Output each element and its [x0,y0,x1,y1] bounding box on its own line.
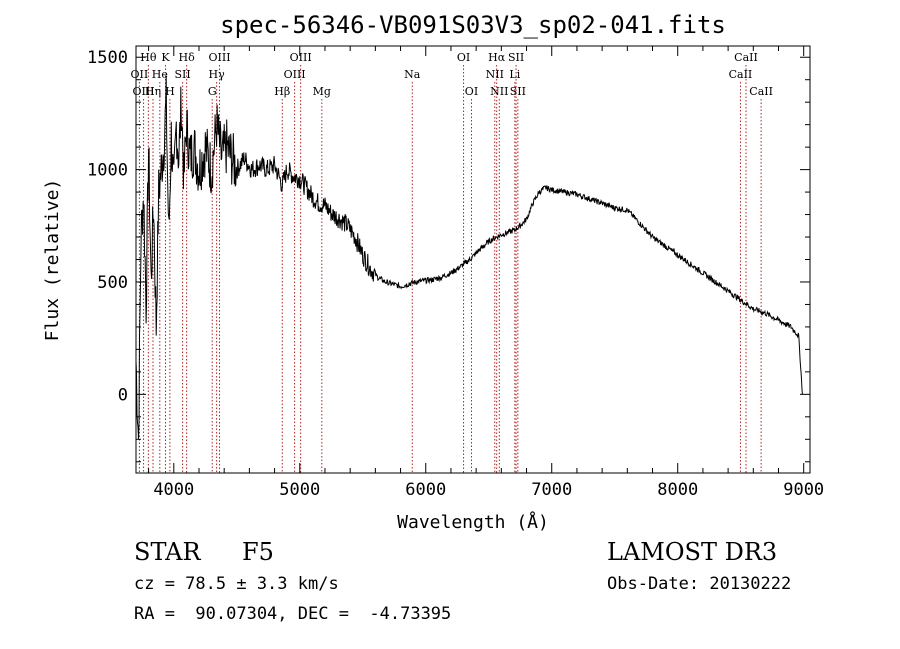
y-tick-label-0: 0 [118,385,128,405]
x-tick-label-4: 8000 [657,480,698,500]
line-label-10: Hγ [209,68,226,81]
line-label-27: CaII [749,85,773,98]
line-label-3: He [152,68,168,81]
obs-date: Obs-Date: 20130222 [607,574,792,594]
line-label-14: Hβ [274,85,290,98]
object-subclass: F5 [242,538,274,566]
x-tick-label-0: 4000 [153,480,194,500]
line-label-5: K [161,51,170,64]
coordinates: RA = 90.07304, DEC = -4.73395 [134,604,452,624]
y-axis-label: Flux (relative) [42,179,63,342]
line-label-1: OII [131,68,149,81]
line-label-6: SII [174,68,190,81]
survey-name: LAMOST DR3 [607,538,778,566]
line-label-13: OIII [284,68,306,81]
line-label-18: OI [465,85,478,98]
flux-series-line [135,75,803,439]
x-axis-label: Wavelength (Å) [397,511,549,533]
emission-lines-layer: Hθ OII OIII He Hη K SII H Hδ OIII Hγ G OIII OIII Hβ Mg N… [131,51,773,473]
plot-frame [135,45,811,474]
line-label-19: Hα [488,51,506,64]
x-tick-label-5: 9000 [783,480,824,500]
line-label-25: CaII [734,51,758,64]
chart-title: spec-56346-VB091S03V3_sp02-041.fits [220,11,726,39]
line-label-4: Hη [145,85,161,98]
line-label-0: Hθ [140,51,157,64]
axes-layer: 4000 5000 6000 7000 8000 9000 0 500 1000 1500 [87,46,824,500]
y-tick-label-1: 500 [97,273,128,293]
line-label-20: NII [486,68,504,81]
line-label-11: G [208,85,217,98]
line-label-9: OIII [208,51,230,64]
line-label-22: SII [508,51,524,64]
line-label-26: CaII [729,68,753,81]
line-label-12: OIII [290,51,312,64]
line-label-15: Mg [313,85,331,98]
line-label-17: OI [457,51,470,64]
line-label-7: H [165,85,175,98]
y-tick-label-2: 1000 [87,161,128,181]
object-type: STAR [134,538,201,566]
line-label-24: SII [510,85,526,98]
line-label-21: NII [490,85,508,98]
line-label-16: Na [404,68,421,81]
series-layer [135,75,803,439]
line-label-23: Li [509,68,520,81]
x-tick-label-3: 7000 [531,480,572,500]
redshift-text: cz = 78.5 ± 3.3 km/s [134,574,339,594]
line-label-8: Hδ [179,51,196,64]
y-tick-label-3: 1500 [87,48,128,68]
x-tick-label-1: 5000 [279,480,320,500]
x-tick-label-2: 6000 [405,480,446,500]
line-label-2: OIII [133,85,155,98]
